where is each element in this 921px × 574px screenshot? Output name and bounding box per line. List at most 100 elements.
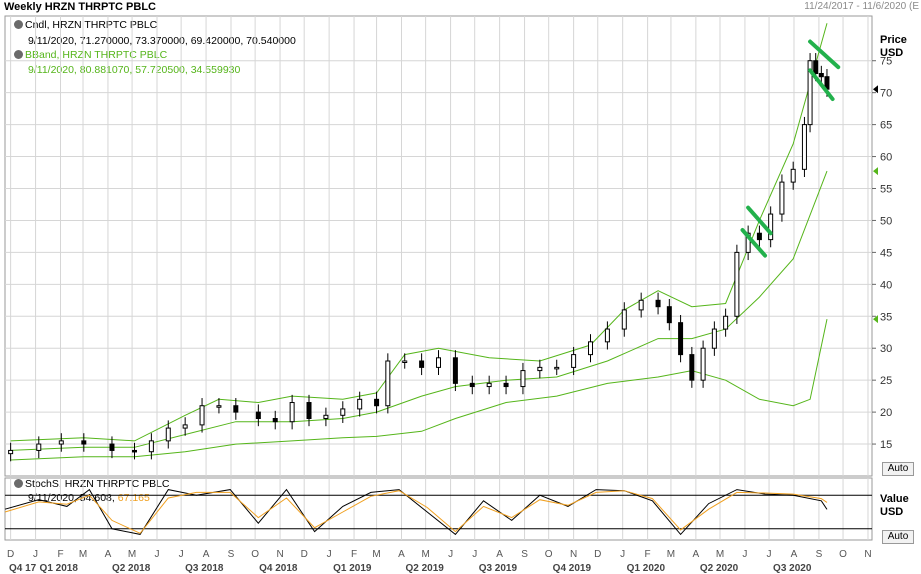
candle-body	[199, 405, 205, 426]
month-tick-label: O	[545, 549, 553, 560]
quarter-label: Q2 2018	[112, 563, 151, 574]
y-tick-label: 55	[880, 184, 892, 196]
candle-body	[604, 328, 610, 343]
candle-body	[486, 382, 492, 388]
candle-body	[756, 232, 762, 241]
candle-body	[734, 251, 740, 317]
month-tick-label: S	[816, 549, 823, 560]
last-value-marker	[873, 167, 878, 176]
stoch-line	[4, 490, 828, 534]
month-tick-label: N	[570, 549, 577, 560]
y-tick-label: 75	[880, 56, 892, 68]
candle-legend[interactable]: Cndl, HRZN THRPTC PBLC	[14, 19, 157, 31]
quarter-label: Q2 2019	[406, 563, 445, 574]
month-tick-label: N	[864, 549, 871, 560]
stoch-legend[interactable]: StochS, HRZN THRPTC PBLC	[14, 478, 170, 490]
candle-body	[357, 398, 363, 410]
quarter-label: Q3 2018	[185, 563, 224, 574]
month-tick-label: J	[179, 549, 184, 560]
candle-body	[621, 309, 627, 330]
bband-legend-values: 9/11/2020, 80.881070, 57.720500, 34.5599…	[28, 64, 241, 76]
price-panel-frame	[4, 15, 873, 477]
month-tick-label: A	[496, 549, 503, 560]
candle-body	[638, 299, 644, 311]
candle-body	[323, 414, 329, 419]
y-tick-label: 40	[880, 279, 892, 291]
candle-body	[588, 341, 594, 356]
candle-body	[385, 360, 391, 407]
month-tick-label: S	[521, 549, 528, 560]
month-tick-label: M	[79, 549, 87, 560]
month-tick-label: D	[301, 549, 308, 560]
quarter-label: Q1 2018	[40, 563, 79, 574]
y-tick-label: 35	[880, 311, 892, 323]
value-auto-scale-button[interactable]: Auto	[882, 530, 914, 544]
month-tick-label: F	[645, 549, 651, 560]
candle-body	[503, 382, 509, 388]
candle-body	[469, 382, 475, 388]
candle-body	[216, 405, 222, 408]
candle-body	[109, 443, 115, 451]
candle-body	[678, 322, 684, 356]
price-axis-currency: USD	[880, 47, 904, 59]
month-tick-label: O	[839, 549, 847, 560]
month-tick-label: J	[155, 549, 160, 560]
candle-body	[452, 357, 458, 384]
bband-lower-line	[10, 318, 828, 461]
trendline	[808, 39, 841, 70]
quarter-label: Q3 2019	[479, 563, 518, 574]
quarter-label: Q2 2020	[700, 563, 739, 574]
candle-body	[666, 306, 672, 324]
candle-body	[768, 213, 774, 241]
candle-body	[689, 354, 695, 381]
month-tick-label: M	[667, 549, 675, 560]
candle-body	[272, 418, 278, 423]
quarter-label: Q4 2018	[259, 563, 298, 574]
candle-body	[289, 402, 295, 423]
candle-body	[790, 168, 796, 183]
legend-dot-icon	[14, 50, 23, 59]
value-axis-currency: USD	[880, 506, 904, 518]
month-tick-label: A	[791, 549, 798, 560]
candle-body	[801, 124, 807, 170]
candle-body	[436, 357, 441, 368]
candle-body	[723, 315, 729, 330]
candle-body	[255, 411, 261, 420]
month-tick-label: J	[742, 549, 747, 560]
y-tick-label: 65	[880, 120, 892, 132]
candle-body	[374, 398, 380, 407]
candle-body	[36, 443, 42, 451]
candle-body	[813, 60, 819, 74]
month-tick-label: S	[228, 549, 235, 560]
month-tick-label: J	[33, 549, 38, 560]
candle-body	[340, 408, 346, 416]
last-value-marker	[873, 85, 878, 94]
price-auto-scale-button[interactable]: Auto	[882, 462, 914, 476]
y-tick-label: 50	[880, 215, 892, 227]
month-tick-label: A	[203, 549, 210, 560]
month-tick-label: A	[398, 549, 405, 560]
candle-body	[233, 405, 239, 413]
price-axis-title: Price	[880, 34, 907, 46]
y-tick-label: 25	[880, 375, 892, 387]
y-tick-label: 60	[880, 152, 892, 164]
quarter-label: Q4 17	[9, 563, 37, 574]
candle-body	[58, 440, 64, 445]
y-tick-label: 15	[880, 439, 892, 451]
quarter-label: Q1 2020	[627, 563, 666, 574]
candle-body	[165, 427, 171, 442]
candle-body	[700, 347, 706, 381]
candle-body	[419, 360, 425, 368]
value-axis-title: Value	[880, 493, 909, 505]
month-tick-label: M	[716, 549, 724, 560]
legend-dot-icon	[14, 479, 23, 488]
trendline	[808, 68, 835, 102]
candle-body	[306, 402, 312, 419]
stoch-line	[4, 488, 828, 536]
candle-body	[520, 370, 526, 388]
trendline	[746, 205, 773, 236]
bband-upper-line	[10, 23, 828, 442]
month-tick-label: D	[594, 549, 601, 560]
date-range: 11/24/2017 - 11/6/2020 (E	[804, 1, 919, 12]
